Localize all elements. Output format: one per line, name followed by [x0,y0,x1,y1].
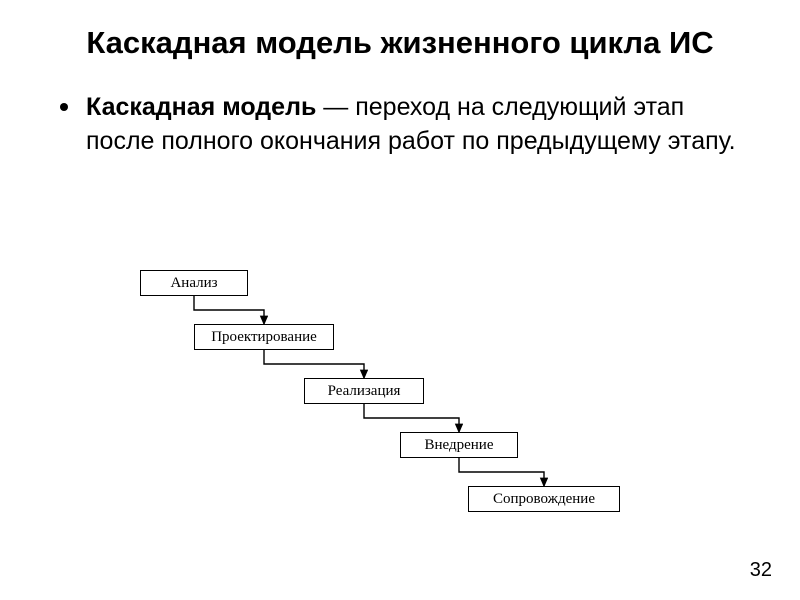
flowchart-node: Сопровождение [468,486,620,512]
page-number: 32 [750,559,772,582]
waterfall-flowchart: Анализ Проектирование Реализация Внедрение С… [0,0,800,600]
flowchart-edge [364,404,459,432]
flowchart-edge [459,458,544,486]
flowchart-edge [264,350,364,378]
bullet-bold: Каскадная модель [86,93,316,121]
flowchart-arrows [0,0,800,600]
bullet-text: Каскадная модель — переход на следующий … [86,91,750,159]
page-title: Каскадная модель жизненного цикла ИС [40,24,760,61]
flowchart-node: Проектирование [194,324,334,350]
bullet-item: Каскадная модель — переход на следующий … [40,91,760,159]
flowchart-node: Внедрение [400,432,518,458]
flowchart-node: Анализ [140,270,248,296]
bullet-dot-icon [60,103,68,111]
slide: Каскадная модель жизненного цикла ИС Кас… [0,0,800,600]
flowchart-node: Реализация [304,378,424,404]
flowchart-edge [194,296,264,324]
